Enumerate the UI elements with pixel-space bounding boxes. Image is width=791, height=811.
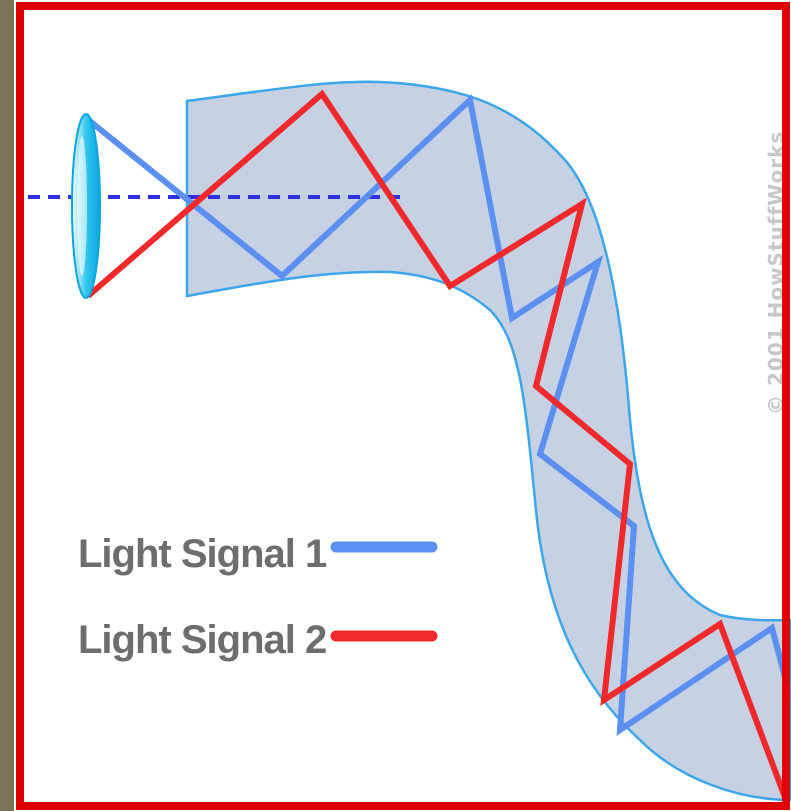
legend-label-signal-1: Light Signal 1 (78, 532, 327, 576)
legend: Light Signal 1 Light Signal 2 (78, 532, 438, 662)
light-signal-2-path (86, 89, 789, 802)
light-signal-1-path (84, 94, 791, 736)
legend-label-signal-2: Light Signal 2 (78, 618, 326, 662)
outer-frame (0, 0, 14, 811)
red-border (16, 2, 790, 810)
lens-highlight (77, 136, 87, 276)
